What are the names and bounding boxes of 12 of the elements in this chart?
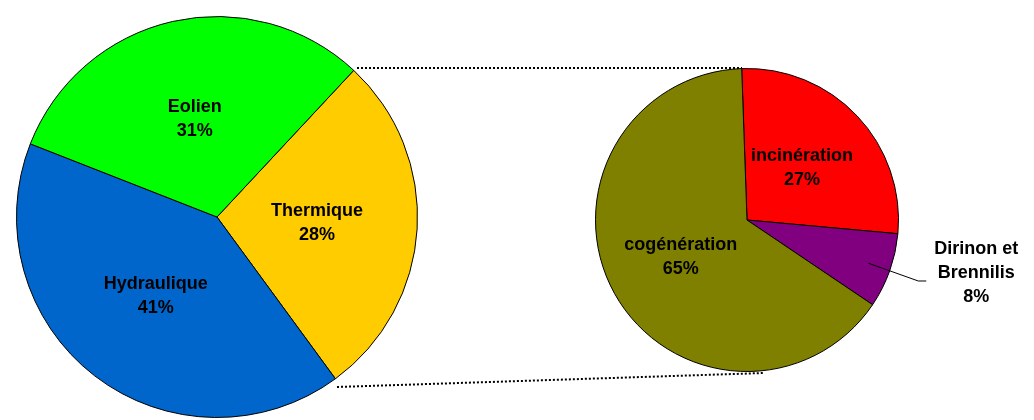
- slice-label: Dirinon et Brennilis: [934, 237, 1019, 282]
- slice-label: incinération: [751, 144, 854, 165]
- data-label: 27%: [784, 168, 821, 189]
- data-label: 28%: [299, 223, 336, 244]
- data-label: 65%: [662, 257, 699, 278]
- data-label: 31%: [176, 120, 213, 141]
- slice-label: Hydraulique: [103, 273, 208, 294]
- slice-label: cogénération: [624, 233, 738, 254]
- slice-label: Thermique: [271, 199, 364, 220]
- data-label: 8%: [963, 285, 990, 306]
- data-label: 41%: [137, 297, 174, 318]
- slice-label: Eolien: [167, 96, 222, 117]
